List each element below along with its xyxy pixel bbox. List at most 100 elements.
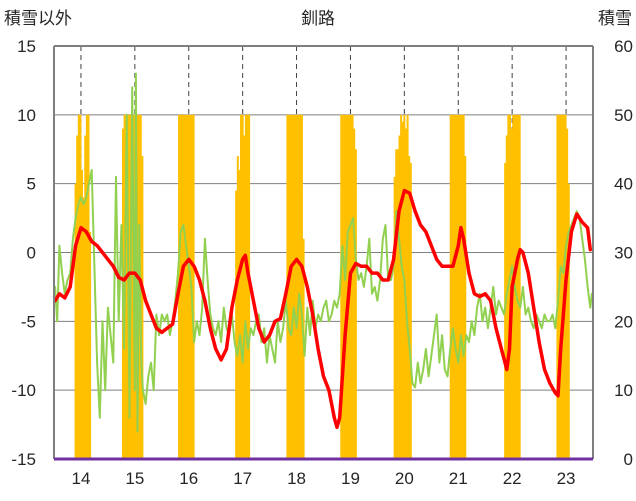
snow-bar-100 (566, 128, 569, 459)
y-right-axis-label: 積雪 (598, 9, 632, 29)
snow-bar-53 (340, 114, 343, 459)
snow-bar-28 (186, 114, 189, 459)
snow-bar-91 (515, 114, 518, 459)
x-tick-label: 22 (503, 469, 522, 488)
snow-bar-76 (452, 114, 455, 459)
y-left-tick-label: -15 (11, 450, 36, 469)
red-series-line (53, 188, 593, 430)
snow-bar-93 (518, 114, 521, 459)
snow-bar-0 (74, 183, 77, 459)
snow-bar-68 (401, 121, 404, 459)
snow-bar-64 (395, 149, 398, 459)
y-right-tick-label: 50 (614, 106, 633, 125)
snow-bar-75 (451, 114, 454, 459)
snow-bar-96 (559, 114, 562, 459)
snow-bar-48 (296, 114, 299, 459)
y-left-tick-label: 0 (27, 244, 36, 263)
snow-bar-73 (409, 163, 412, 459)
snow-bar-25 (181, 114, 184, 459)
y-right-tick-label: 60 (614, 37, 633, 56)
snow-bar-67 (400, 114, 403, 459)
snow-bar-7 (85, 114, 88, 459)
snow-bar-3 (79, 114, 82, 459)
x-tick-label: 23 (557, 469, 576, 488)
green-series-line (54, 72, 593, 433)
snow-bar-66 (398, 135, 401, 459)
snow-bar-9 (89, 231, 92, 459)
snow-bar-80 (459, 114, 462, 459)
snow-bar-6 (84, 135, 87, 459)
snow-bar-4 (81, 169, 84, 459)
snow-bar-92 (517, 114, 520, 459)
snow-bar-63 (393, 176, 396, 460)
y-right-tick-label: 20 (614, 312, 633, 331)
snow-bar-87 (508, 114, 511, 459)
y-left-tick-label: -10 (11, 381, 36, 400)
x-tick-label: 16 (179, 469, 198, 488)
snow-bar-14 (128, 114, 131, 459)
y-right-tick-label: 10 (614, 381, 633, 400)
snow-bar-77 (454, 114, 457, 459)
snow-bar-101 (567, 183, 570, 459)
x-tick-label: 18 (287, 469, 306, 488)
snow-bar-37 (241, 114, 244, 459)
snow-bar-78 (456, 114, 459, 459)
snow-bar-26 (182, 114, 185, 459)
x-tick-label: 14 (71, 469, 90, 488)
y-left-axis-label: 積雪以外 (4, 9, 72, 29)
snow-bar-94 (556, 114, 559, 459)
x-tick-label: 19 (341, 469, 360, 488)
x-tick-label: 15 (125, 469, 144, 488)
snow-bar-29 (187, 114, 190, 459)
y-left-tick-label: -5 (21, 312, 36, 331)
snow-bar-62 (354, 149, 357, 459)
x-tick-label: 17 (233, 469, 252, 488)
snow-bar-44 (289, 114, 292, 459)
y-right-tick-label: 0 (624, 450, 633, 469)
snow-bar-65 (396, 149, 399, 459)
snow-bar-39 (244, 114, 247, 459)
snow-bar-74 (449, 114, 452, 459)
y-left-tick-label: 10 (17, 106, 36, 125)
snow-bar-2 (77, 114, 80, 459)
snow-bar-5 (82, 197, 85, 459)
y-left-tick-label: 5 (27, 175, 36, 194)
y-right-tick-label: 40 (614, 175, 633, 194)
snow-bar-45 (291, 114, 294, 459)
snow-bar-38 (243, 135, 246, 459)
x-tick-label: 21 (449, 469, 468, 488)
red-series (53, 188, 593, 430)
snow-bar-22 (141, 156, 144, 459)
snow-bar-54 (341, 114, 344, 459)
snow-bar-1 (76, 135, 79, 459)
green-series (54, 72, 593, 433)
snow-bar-79 (457, 114, 460, 459)
snow-bar-60 (351, 114, 354, 459)
snow-bar-61 (353, 128, 356, 459)
snow-bar-16 (131, 114, 134, 459)
snow-bar-82 (462, 114, 465, 459)
snow-bar-50 (299, 114, 302, 459)
snow-bar-72 (408, 156, 411, 459)
snow-bar-97 (561, 114, 564, 459)
y-left-tick-label: 15 (17, 37, 36, 56)
snow-bar-83 (464, 156, 467, 459)
snow-bar-56 (345, 114, 348, 459)
snow-bar-36 (240, 114, 243, 459)
snow-bar-12 (125, 114, 128, 459)
snow-bar-47 (294, 114, 297, 459)
y-right-tick-label: 30 (614, 244, 633, 263)
snow-bar-43 (288, 114, 291, 459)
chart-title: 釧路 (301, 9, 335, 29)
snow-bar-51 (300, 114, 303, 459)
snow-bar-46 (292, 114, 295, 459)
plot-frame (53, 45, 594, 461)
snow-bar-8 (87, 114, 90, 459)
snow-bar-81 (461, 114, 464, 459)
snow-bar-55 (343, 114, 346, 459)
snow-bar-49 (297, 114, 300, 459)
snow-bar-27 (184, 114, 187, 459)
